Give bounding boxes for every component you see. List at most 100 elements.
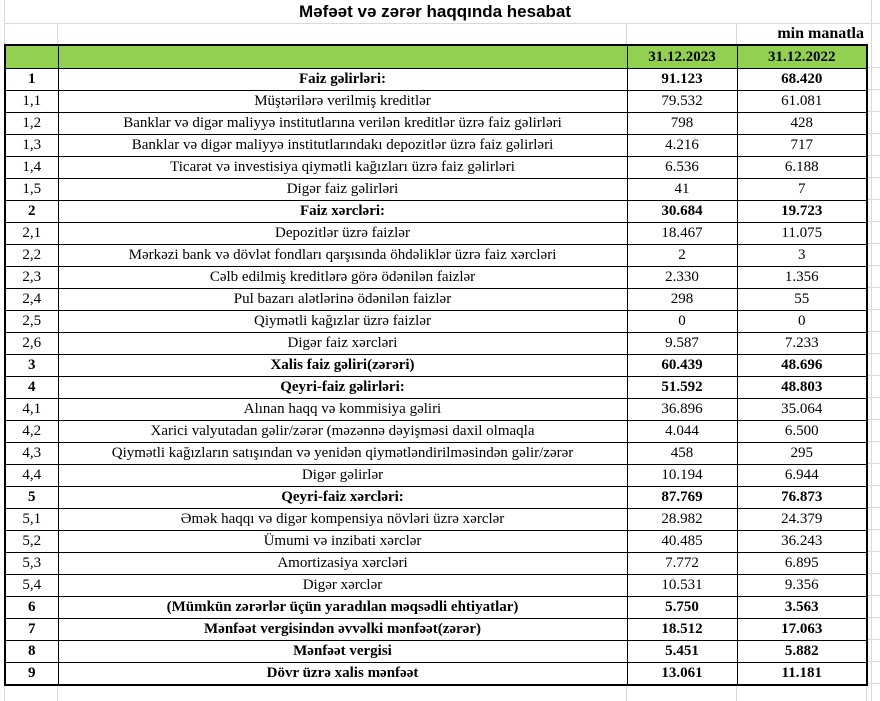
value-2023-cell: 5.451 <box>626 640 738 663</box>
table-row: 5,1 Əmək haqqı və digər kompensiya növlər… <box>4 508 868 531</box>
value-2023-cell: 28.982 <box>626 508 738 531</box>
table-row: 2 Faiz xərcləri: 30.684 19.723 <box>4 200 868 223</box>
row-number-cell: 7 <box>4 618 59 641</box>
row-label-cell: Banklar və digər maliyyə institutlarına … <box>57 112 628 135</box>
value-2022-cell: 11.075 <box>736 222 868 245</box>
row-label-cell: (Mümkün zərərlər üçün yaradılan məqsədli… <box>57 596 628 619</box>
row-number-cell: 2,2 <box>4 244 59 267</box>
row-label-cell: Faiz gəlirləri: <box>57 68 628 91</box>
gridline <box>867 397 880 398</box>
row-label-cell: Mənfəət vergisindən əvvəlki mənfəət(zərə… <box>57 618 628 641</box>
value-2022-cell: 61.081 <box>736 90 868 113</box>
table-row: 2,4 Pul bazarı alətlərinə ödənilən faizlə… <box>4 288 868 311</box>
row-number-cell: 1,1 <box>4 90 59 113</box>
row-number-cell: 1,2 <box>4 112 59 135</box>
row-number-cell: 2,4 <box>4 288 59 311</box>
row-label-cell: Ticarət və investisiya qiymətli kağızlar… <box>57 156 628 179</box>
header-empty-cell <box>4 44 59 69</box>
row-number-cell: 5 <box>4 486 59 509</box>
row-label-cell: Ümumi və inzibati xərclər <box>57 530 628 553</box>
value-2023-cell: 91.123 <box>626 68 738 91</box>
row-label-cell: Faiz xərcləri: <box>57 200 628 223</box>
table-row: 9 Dövr üzrə xalis mənfəət 13.061 11.181 <box>4 662 868 686</box>
gridline <box>867 331 880 332</box>
value-2023-cell: 4.044 <box>626 420 738 443</box>
table-row: 2,3 Cəlb edilmiş kreditlərə görə ödənilən… <box>4 266 868 289</box>
table-row: 4,4 Digər gəlirlər 10.194 6.944 <box>4 464 868 487</box>
table-header-row: 31.12.2023 31.12.2022 <box>4 44 868 69</box>
table-row: 2,5 Qiymətli kağızlar üzrə faizlər 0 0 <box>4 310 868 333</box>
row-number-cell: 1 <box>4 68 59 91</box>
row-label-cell: Depozitlər üzrə faizlər <box>57 222 628 245</box>
row-label-cell: Digər gəlirlər <box>57 464 628 487</box>
gridline <box>867 67 880 68</box>
value-2023-cell: 458 <box>626 442 738 465</box>
value-2022-cell: 17.063 <box>736 618 868 641</box>
value-2022-cell: 5.882 <box>736 640 868 663</box>
row-number-cell: 6 <box>4 596 59 619</box>
col-2023-header: 31.12.2023 <box>626 44 738 69</box>
row-number-cell: 2,5 <box>4 310 59 333</box>
report-title: Məfəət və zərər haqqında hesabat <box>298 2 572 21</box>
value-2023-cell: 6.536 <box>626 156 738 179</box>
gridline <box>867 595 880 596</box>
value-2023-cell: 10.194 <box>626 464 738 487</box>
table-row: 3 Xalis faiz gəliri(zərəri) 60.439 48.696 <box>4 354 868 377</box>
row-number-cell: 5,2 <box>4 530 59 553</box>
gridline <box>867 265 880 266</box>
header-empty-cell <box>57 44 628 69</box>
gridline <box>867 529 880 530</box>
row-number-cell: 4,1 <box>4 398 59 421</box>
value-2022-cell: 35.064 <box>736 398 868 421</box>
value-2023-cell: 10.531 <box>626 574 738 597</box>
row-label-cell: Əmək haqqı və digər kompensiya növləri ü… <box>57 508 628 531</box>
row-label-cell: Xarici valyutadan gəlir/zərər (məzənnə d… <box>57 420 628 443</box>
row-label-cell: Digər faiz gəlirləri <box>57 178 628 201</box>
gridline <box>867 243 880 244</box>
row-label-cell: Qeyri-faiz xərcləri: <box>57 486 628 509</box>
row-number-cell: 2,1 <box>4 222 59 245</box>
row-number-cell: 4,3 <box>4 442 59 465</box>
table-row: 1,1 Müştərilərə verilmiş kreditlər 79.532 6… <box>4 90 868 113</box>
value-2022-cell: 55 <box>736 288 868 311</box>
value-2022-cell: 36.243 <box>736 530 868 553</box>
value-2022-cell: 428 <box>736 112 868 135</box>
table-row: 5 Qeyri-faiz xərcləri: 87.769 76.873 <box>4 486 868 509</box>
value-2023-cell: 18.467 <box>626 222 738 245</box>
row-label-cell: Dövr üzrə xalis mənfəət <box>57 662 628 686</box>
row-label-cell: Mənfəət vergisi <box>57 640 628 663</box>
value-2022-cell: 6.188 <box>736 156 868 179</box>
gridline <box>867 89 880 90</box>
unit-note: min manatla <box>777 25 864 42</box>
table-row: 5,4 Digər xərclər 10.531 9.356 <box>4 574 868 597</box>
value-2022-cell: 3.563 <box>736 596 868 619</box>
value-2023-cell: 40.485 <box>626 530 738 553</box>
value-2023-cell: 60.439 <box>626 354 738 377</box>
gridline <box>867 463 880 464</box>
gridline <box>867 199 880 200</box>
value-2022-cell: 9.356 <box>736 574 868 597</box>
gridline <box>867 617 880 618</box>
row-number-cell: 1,3 <box>4 134 59 157</box>
value-2023-cell: 87.769 <box>626 486 738 509</box>
row-number-cell: 1,5 <box>4 178 59 201</box>
table-row: 7 Mənfəət vergisindən əvvəlki mənfəət(zər… <box>4 618 868 641</box>
row-number-cell: 5,1 <box>4 508 59 531</box>
value-2022-cell: 0 <box>736 310 868 333</box>
row-number-cell: 3 <box>4 354 59 377</box>
gridline <box>867 111 880 112</box>
table-row: 5,3 Amortizasiya xərcləri 7.772 6.895 <box>4 552 868 575</box>
row-number-cell: 5,4 <box>4 574 59 597</box>
gridline <box>867 353 880 354</box>
value-2022-cell: 76.873 <box>736 486 868 509</box>
table-row: 5,2 Ümumi və inzibati xərclər 40.485 36.243 <box>4 530 868 553</box>
row-label-cell: Mərkəzi bank və dövlət fondları qarşısın… <box>57 244 628 267</box>
row-number-cell: 4,2 <box>4 420 59 443</box>
value-2023-cell: 2.330 <box>626 266 738 289</box>
gridline <box>867 639 880 640</box>
value-2023-cell: 18.512 <box>626 618 738 641</box>
table-row: 4,2 Xarici valyutadan gəlir/zərər (məzənn… <box>4 420 868 443</box>
gridline <box>867 177 880 178</box>
row-number-cell: 2,3 <box>4 266 59 289</box>
value-2023-cell: 41 <box>626 178 738 201</box>
